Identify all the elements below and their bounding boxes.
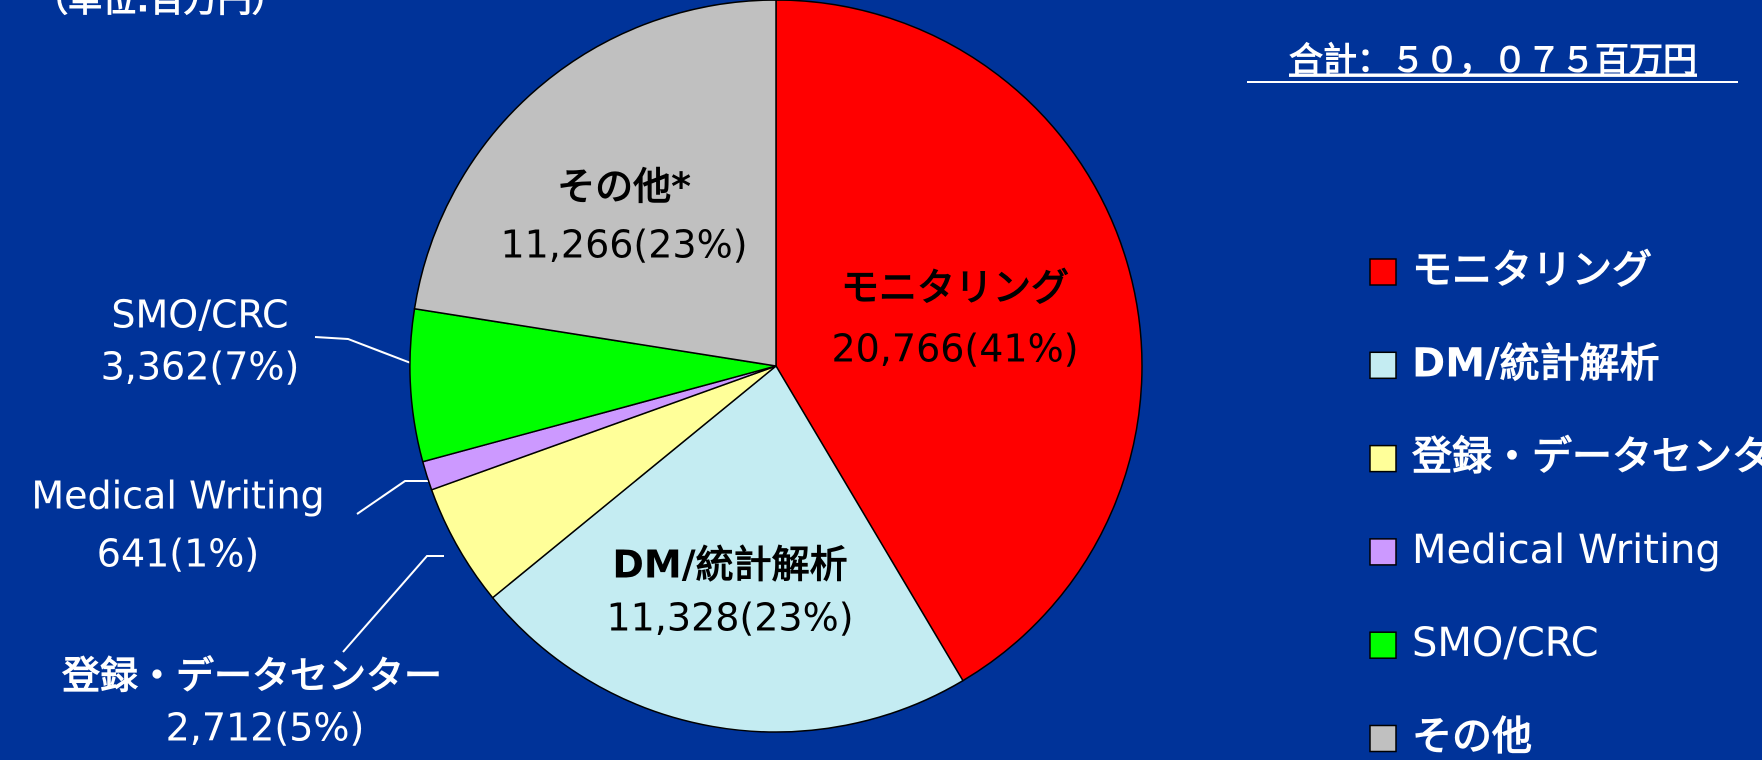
value-label: 11,266(23%) (500, 223, 747, 267)
value-label: 20,766(41%) (831, 327, 1078, 371)
legend-swatch (1369, 538, 1397, 566)
leader-line (342, 555, 444, 653)
total-label: 合計：５０，０７５百万円 (1289, 41, 1697, 81)
legend-label: その他 (1412, 714, 1532, 760)
legend-swatch (1369, 724, 1397, 753)
value-label: 11,328(23%) (606, 596, 853, 640)
slice-label: Medical Writing (31, 474, 324, 518)
legend-label: DM/統計解析 (1412, 340, 1660, 386)
slice-label: SMO/CRC (111, 293, 288, 337)
pie-slice (409, 307, 777, 463)
legend-swatch (1369, 444, 1397, 473)
value-label: 3,362(7%) (101, 345, 300, 389)
chart-title: （単位:百万円） (34, 0, 286, 21)
legend-swatch (1369, 351, 1397, 380)
leader-line (314, 336, 417, 366)
value-label: 641(1%) (97, 532, 259, 576)
leader-line (356, 480, 432, 515)
slice-label: モニタリング (841, 266, 1069, 310)
pie-slice (491, 364, 964, 733)
leader-lines (314, 336, 444, 653)
pie-slice (413, 0, 777, 367)
legend-swatch (1369, 631, 1397, 659)
legend-label: Medical Writing (1412, 527, 1721, 573)
value-label: 2,712(5%) (166, 706, 365, 750)
legend-label: SMO/CRC (1412, 620, 1599, 666)
slice-label: その他* (557, 165, 691, 209)
legend-label: 登録・データセンター (1411, 434, 1762, 480)
legend-swatch (1369, 258, 1397, 286)
slice-label: DM/統計解析 (612, 543, 847, 587)
pie-slice (775, 0, 1143, 682)
slice-label: 登録・データセンター (61, 654, 442, 698)
legend-label: モニタリング (1412, 247, 1652, 293)
